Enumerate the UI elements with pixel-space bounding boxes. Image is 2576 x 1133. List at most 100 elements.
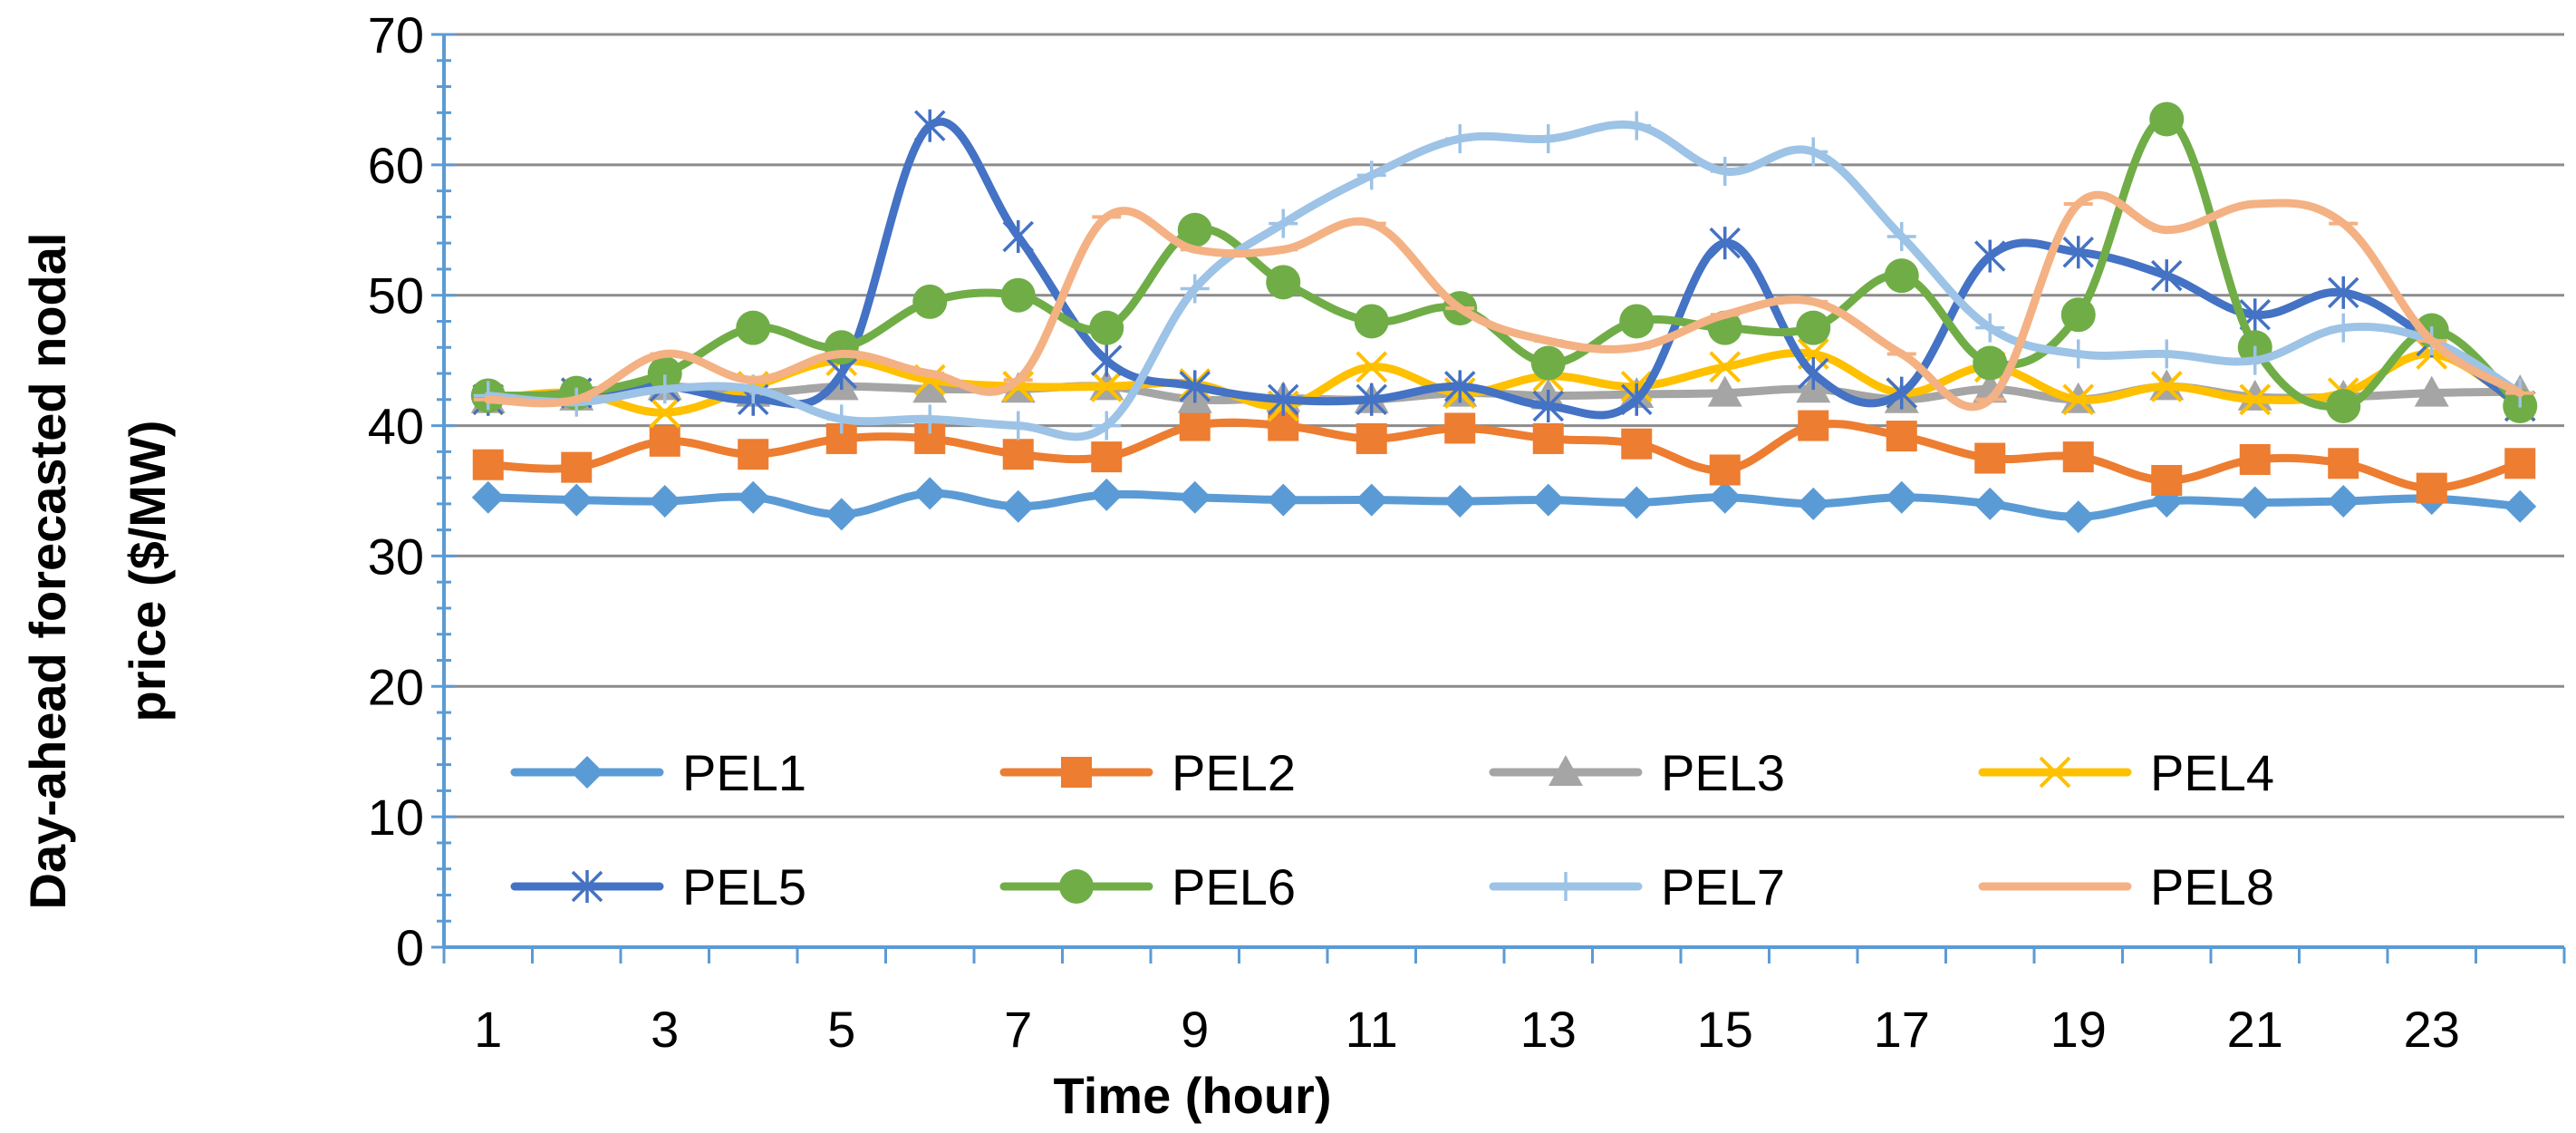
data-point-pel6-17 (1884, 258, 1919, 294)
y-axis-title-line-1: Day-ahead forecasted nodal (19, 233, 76, 910)
data-point-pel5-19 (2062, 236, 2094, 269)
legend-marker-pel1 (571, 756, 603, 789)
legend-label-pel2: PEL2 (1172, 744, 1296, 801)
grid-lines (444, 33, 2564, 818)
data-point-pel1-10 (1267, 483, 1300, 517)
data-point-pel3-23 (2414, 375, 2449, 407)
data-point-pel1-16 (1797, 487, 1830, 520)
x-axis-title: Time (hour) (1054, 1067, 1332, 1124)
legend-item-pel7: PEL7 (1489, 858, 1785, 915)
data-point-pel4-21 (2239, 383, 2272, 416)
data-point-pel1-17 (1885, 480, 1918, 514)
legend-item-pel2: PEL2 (999, 744, 1296, 801)
series-line-pel2 (484, 418, 2524, 493)
legend-marker-pel6 (1059, 869, 1094, 904)
data-point-pel7-10 (1269, 208, 1298, 238)
x-tick-labels: 1 3 5 7 9 11 13 15 17 19 21 23 (474, 1001, 2460, 1058)
data-point-pel4-11 (1356, 351, 1388, 383)
data-point-pel5-8 (1091, 344, 1123, 377)
legend-label-pel5: PEL5 (682, 858, 806, 915)
series-pel2 (472, 410, 2536, 504)
data-point-pel2-19 (2062, 441, 2094, 473)
data-point-pel2-1 (472, 449, 504, 480)
x-tick-label-17: 17 (1874, 1001, 1930, 1058)
marker-stroke (1090, 371, 1123, 402)
data-point-pel1-15 (1708, 480, 1741, 514)
data-point-pel1-9 (1178, 480, 1211, 514)
data-point-pel6-16 (1796, 310, 1831, 345)
data-point-pel2-21 (2239, 443, 2271, 475)
data-point-pel7-3 (650, 374, 680, 404)
data-point-pel2-7 (1002, 439, 1034, 470)
data-point-pel5-9 (1179, 370, 1211, 403)
y-tick-label-60: 60 (368, 137, 424, 194)
data-point-pel6-6 (912, 284, 948, 319)
series-line-pel1 (484, 489, 2524, 521)
x-tick-label-19: 19 (2050, 1001, 2107, 1058)
x-tick-label-21: 21 (2227, 1001, 2283, 1058)
data-point-pel7-5 (826, 404, 856, 434)
marker-stroke (1002, 371, 1035, 402)
legend-label-pel3: PEL3 (1661, 744, 1785, 801)
data-point-pel4-3 (649, 396, 681, 429)
legend-marker-pel3 (1548, 755, 1583, 786)
data-point-pel7-18 (1975, 313, 2005, 343)
data-point-pel2-18 (1974, 442, 2006, 474)
y-tick-label-10: 10 (368, 789, 424, 846)
data-point-pel1-7 (1001, 489, 1035, 523)
data-point-pel7-8 (1092, 411, 1122, 441)
data-point-pel2-8 (1091, 441, 1123, 473)
data-point-pel5-22 (2328, 276, 2359, 309)
y-tick-label-70: 70 (368, 6, 424, 63)
y-tick-label-30: 30 (368, 528, 424, 585)
data-point-pel7-19 (2063, 339, 2093, 369)
data-point-pel7-7 (1003, 411, 1033, 441)
data-point-pel2-12 (1444, 412, 1476, 444)
data-point-pel4-7 (1002, 371, 1035, 402)
data-point-pel2-20 (2151, 464, 2183, 496)
legend-marker-pel2 (1061, 757, 1092, 788)
data-point-pel2-9 (1179, 410, 1211, 441)
legend-label-pel4: PEL4 (2150, 744, 2274, 801)
marker-stroke (649, 396, 681, 429)
data-point-pel2-3 (649, 425, 680, 457)
x-tick-label-3: 3 (651, 1001, 679, 1058)
data-point-pel2-16 (1798, 410, 1829, 441)
data-point-pel5-6 (914, 109, 946, 142)
data-point-pel1-13 (1531, 483, 1565, 517)
x-tick-label-15: 15 (1697, 1001, 1753, 1058)
data-point-pel7-11 (1356, 160, 1386, 190)
legend-item-pel6: PEL6 (999, 858, 1296, 915)
data-point-pel4-19 (2062, 383, 2095, 416)
data-point-pel7-22 (2329, 313, 2359, 343)
data-point-pel6-18 (1973, 345, 2008, 381)
data-point-pel6-9 (1177, 212, 1212, 247)
y-tick-label-40: 40 (368, 398, 424, 455)
data-point-pel1-14 (1620, 486, 1654, 519)
data-point-pel7-6 (915, 404, 945, 434)
series-pel6 (470, 102, 2538, 423)
data-point-pel5-13 (1532, 389, 1564, 422)
series-lines (470, 102, 2538, 534)
y-tick-label-0: 0 (396, 919, 424, 976)
marker-stroke (2039, 756, 2071, 789)
legend-label-pel1: PEL1 (682, 744, 806, 801)
data-point-pel2-4 (738, 439, 769, 470)
series-pel4 (472, 338, 2536, 429)
data-point-pel5-18 (1974, 239, 2006, 273)
data-point-pel7-13 (1533, 124, 1563, 154)
data-point-pel3-6 (912, 372, 948, 403)
data-point-pel2-13 (1532, 422, 1564, 454)
legend-item-pel1: PEL1 (510, 744, 806, 801)
data-point-pel5-20 (2151, 259, 2183, 293)
data-point-pel1-8 (1090, 478, 1124, 511)
data-point-pel1-1 (471, 480, 505, 514)
data-point-pel6-22 (2326, 388, 2361, 423)
legend-marker-pel7 (1551, 872, 1580, 901)
data-point-pel1-19 (2061, 500, 2095, 534)
data-point-pel2-17 (1886, 421, 1917, 452)
data-point-pel7-16 (1799, 137, 1828, 167)
data-point-pel7-17 (1886, 221, 1916, 251)
data-point-pel7-20 (2152, 339, 2182, 369)
